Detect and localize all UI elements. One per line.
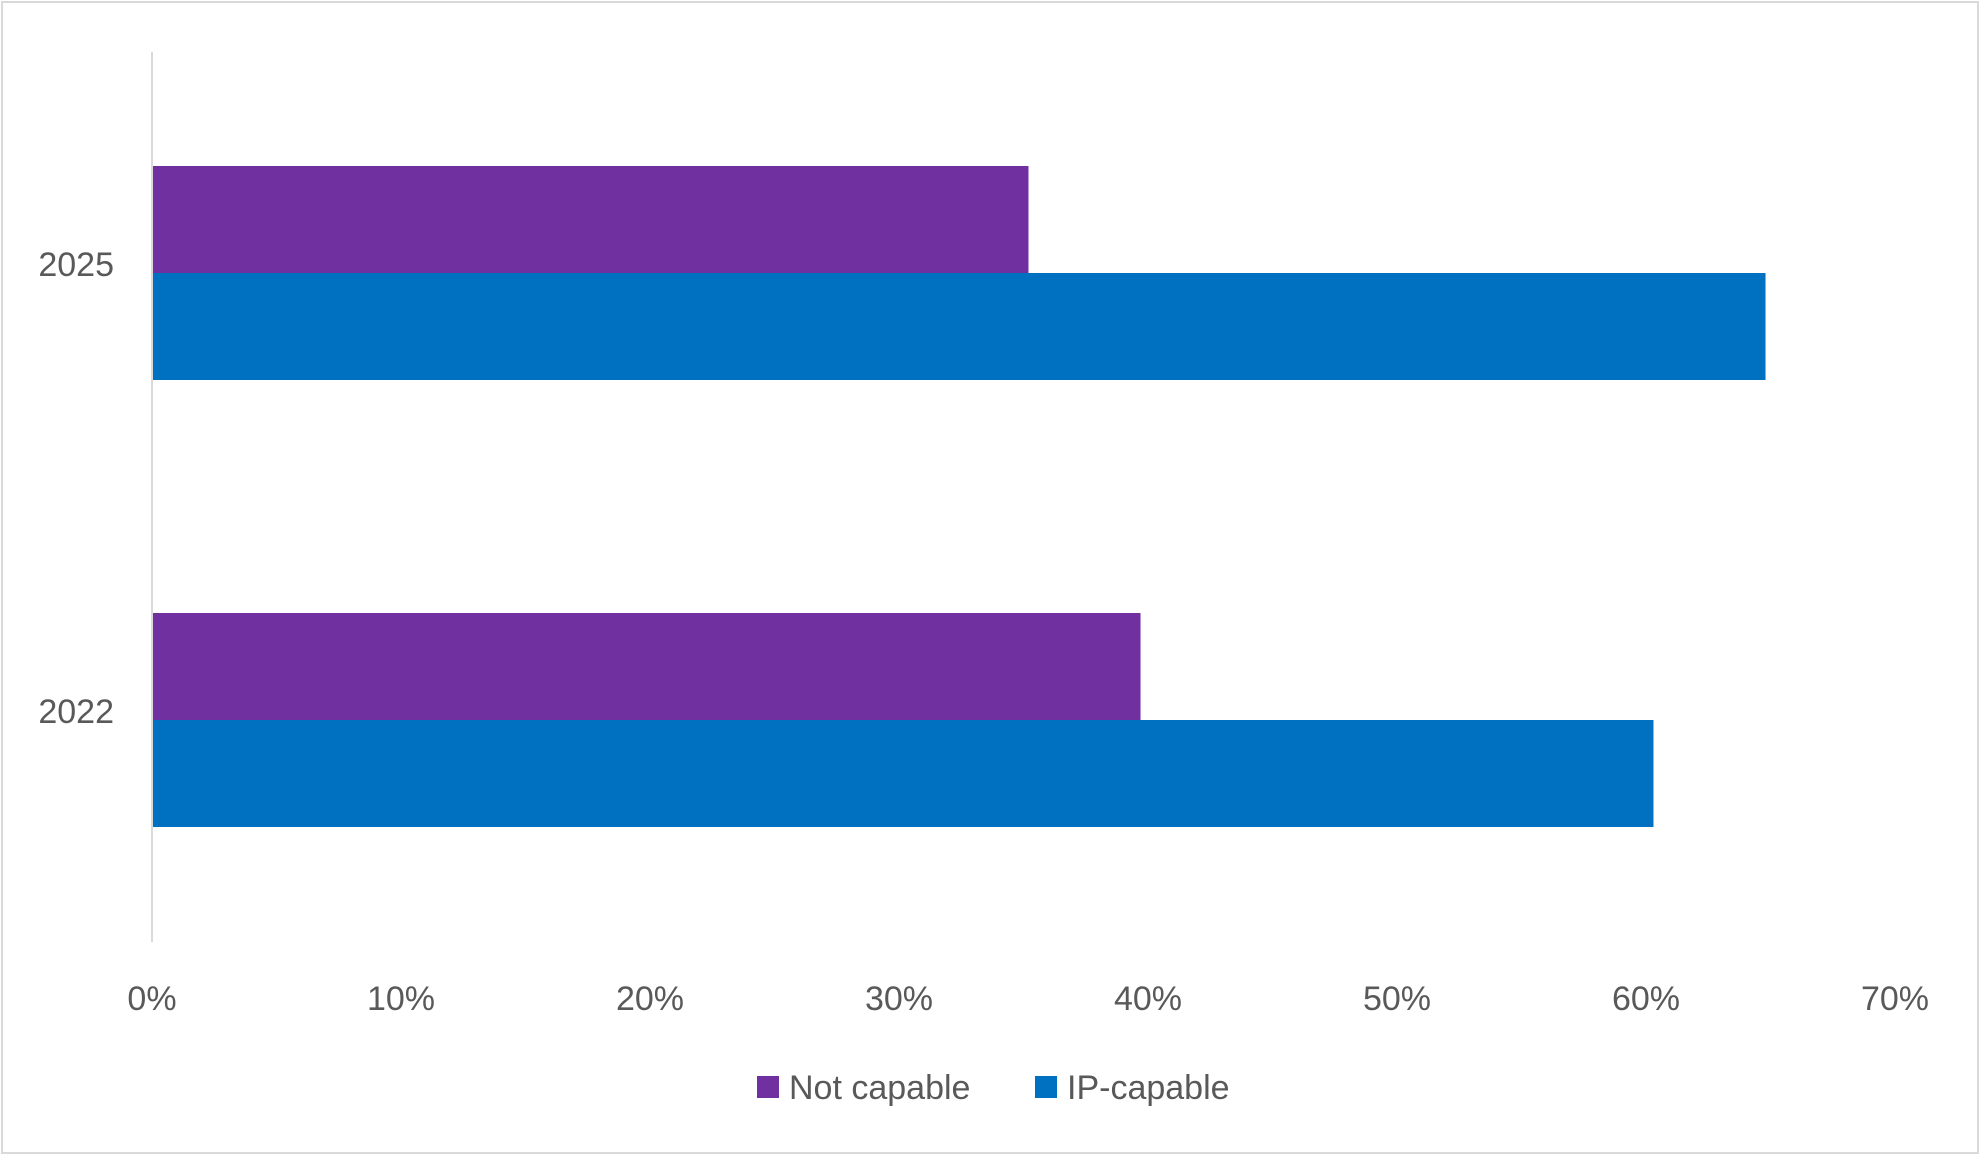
x-tick-label: 20%: [616, 980, 684, 1018]
category-label: 2022: [38, 693, 114, 731]
bar-ip-capable-2025: [153, 273, 1766, 380]
x-tick-label: 40%: [1114, 980, 1182, 1018]
x-tick-label: 70%: [1861, 980, 1929, 1018]
bar-not-capable-2025: [153, 166, 1029, 273]
bars-group: [153, 166, 1766, 827]
x-axis-tick-labels: 0% 10% 20% 30% 40% 50% 60% 70%: [127, 980, 1929, 1018]
legend-swatch-not-capable: [757, 1076, 779, 1098]
legend-label-not-capable: Not capable: [789, 1069, 970, 1107]
x-tick-label: 0%: [127, 980, 176, 1018]
category-label: 2025: [38, 246, 114, 284]
x-tick-label: 30%: [865, 980, 933, 1018]
legend: Not capable IP-capable: [757, 1069, 1230, 1107]
x-tick-label: 50%: [1363, 980, 1431, 1018]
y-axis-labels: 2025 2022: [38, 246, 114, 731]
legend-label-ip-capable: IP-capable: [1067, 1069, 1230, 1107]
x-tick-label: 10%: [367, 980, 435, 1018]
legend-swatch-ip-capable: [1035, 1076, 1057, 1098]
bar-not-capable-2022: [153, 613, 1141, 720]
x-tick-label: 60%: [1612, 980, 1680, 1018]
bar-ip-capable-2022: [153, 720, 1654, 827]
